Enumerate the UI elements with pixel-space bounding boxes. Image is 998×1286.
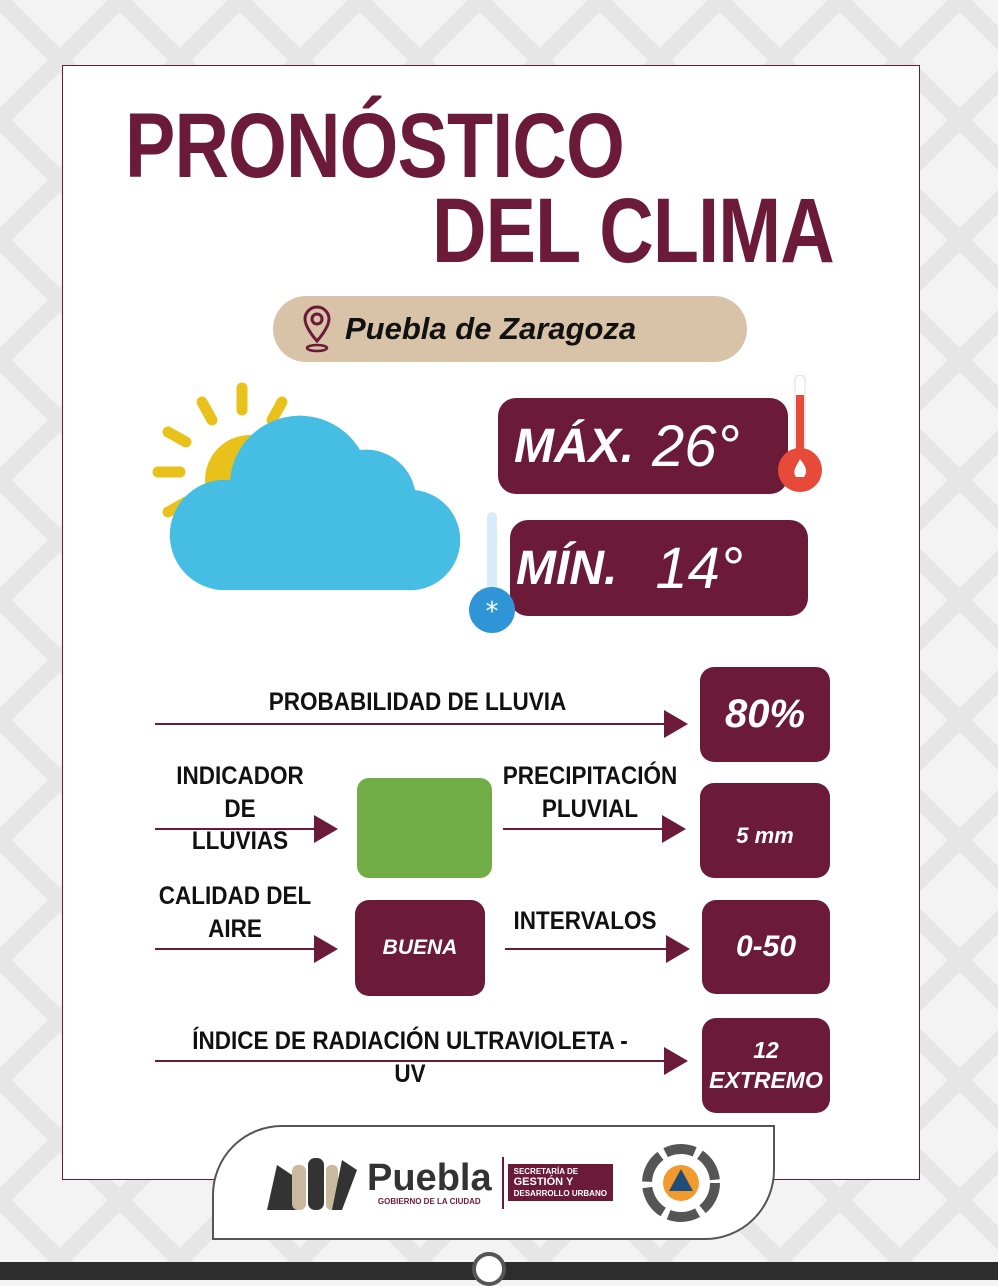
arrow (155, 1060, 665, 1062)
label-line: INDICADOR DE (176, 762, 304, 823)
label-line: PLUVIAL (541, 794, 639, 823)
rain-indicator-label: INDICADOR DE LLUVIAS (159, 760, 321, 858)
rain-probability-label: PROBABILIDAD DE LLUVIA (268, 688, 567, 716)
min-value: 14° (655, 535, 744, 601)
uv-level: EXTREMO (709, 1066, 823, 1093)
label-line: AIRE (208, 914, 262, 943)
min-temp-badge: MÍN. 14° (510, 520, 808, 616)
sec-line: DESARROLLO URBANO (513, 1188, 607, 1198)
uv-value-box: 12 EXTREMO (702, 1018, 830, 1113)
max-temp-badge: MÁX. 26° (498, 398, 788, 494)
arrow-head-icon (666, 935, 690, 963)
arrow-head-icon (314, 935, 338, 963)
sec-line: GESTIÓN Y (513, 1176, 574, 1189)
sec-line: SECRETARÍA DE (513, 1166, 579, 1176)
arrow (503, 828, 663, 830)
footer-logos: Puebla GOBIERNO DE LA CIUDAD SECRETARÍA … (212, 1125, 775, 1240)
arrow-head-icon (314, 815, 338, 843)
intervals-value: 0-50 (702, 900, 830, 994)
max-label: MÁX. (514, 419, 634, 473)
label-line: PRECIPITACIÓN (502, 762, 678, 790)
label-line: LLUVIAS (191, 827, 289, 855)
uv-label: ÍNDICE DE RADIACIÓN ULTRAVIOLETA - UV (192, 1027, 628, 1088)
brand-sub: GOBIERNO DE LA CIUDAD (377, 1197, 481, 1206)
max-value: 26° (652, 413, 740, 479)
title-line1: PRONÓSTICO (125, 95, 625, 197)
partly-cloudy-icon (152, 382, 460, 591)
puebla-logo: Puebla GOBIERNO DE LA CIUDAD (367, 1159, 492, 1206)
intervals-label: INTERVALOS (513, 907, 657, 935)
ring-ornament-icon (472, 1252, 506, 1286)
brand-name: Puebla (367, 1157, 492, 1199)
precipitation-value: 5 mm (700, 783, 830, 878)
uv-value: 12 (753, 1036, 779, 1063)
svg-text:*: * (486, 597, 499, 627)
thermometer-hot-icon (778, 375, 822, 492)
arrow (155, 948, 315, 950)
arrow (505, 948, 667, 950)
air-quality-value: BUENA (355, 900, 485, 996)
thermometer-cold-icon: * (469, 512, 515, 633)
rain-indicator-swatch (357, 778, 492, 878)
arrow-head-icon (662, 815, 686, 843)
rain-probability-value: 80% (700, 667, 830, 762)
min-label: MÍN. (516, 541, 618, 595)
location-pin-icon (303, 305, 331, 353)
location-pill: Puebla de Zaragoza (273, 296, 747, 362)
precipitation-label: PRECIPITACIÓN PLUVIAL (500, 760, 680, 825)
secretaria-logo: SECRETARÍA DE GESTIÓN Y DESARROLLO URBAN… (501, 1156, 613, 1209)
puebla-city-emblem-icon (267, 1158, 357, 1210)
arrow-head-icon (664, 710, 688, 738)
label-line: CALIDAD DEL (158, 882, 312, 910)
arrow (155, 828, 315, 830)
location-name: Puebla de Zaragoza (345, 311, 637, 346)
title-line2: DEL CLIMA (432, 180, 835, 282)
arrow-head-icon (664, 1047, 688, 1075)
civil-protection-icon (641, 1143, 720, 1222)
arrow (155, 723, 665, 725)
air-quality-label: CALIDAD DEL AIRE (154, 880, 316, 945)
